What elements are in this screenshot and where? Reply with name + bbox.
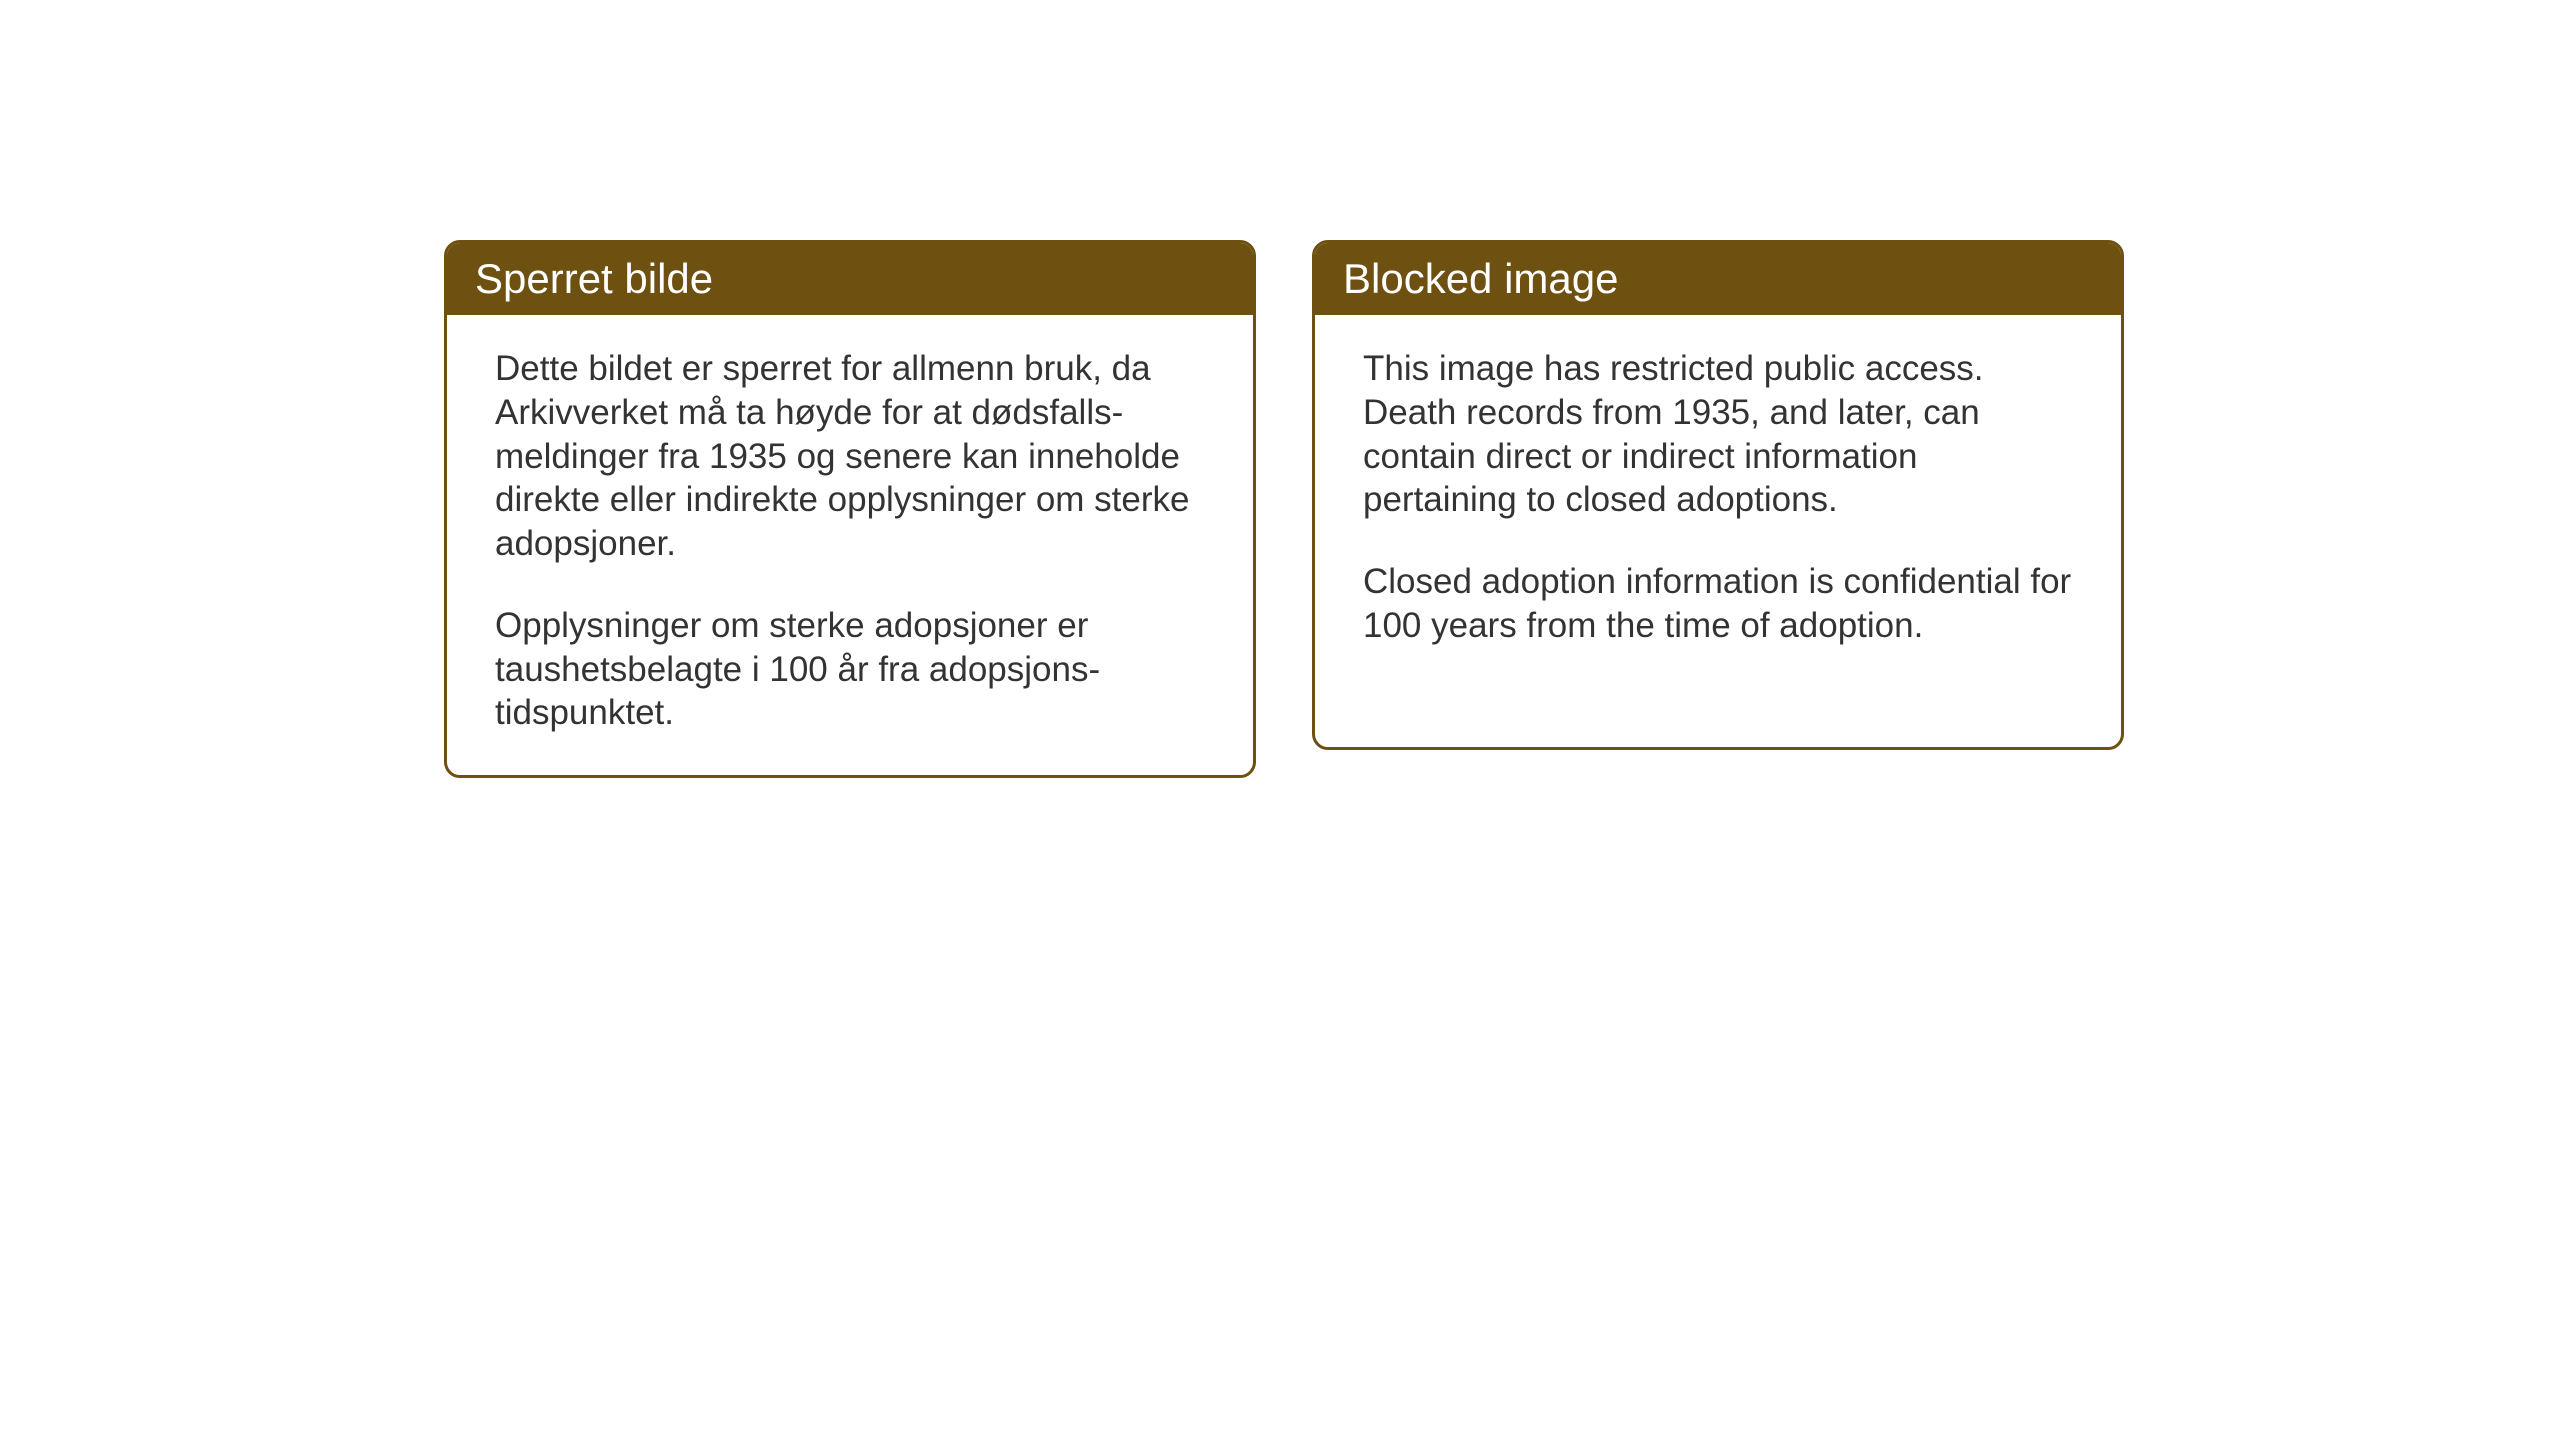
paragraph-norwegian-2: Opplysninger om sterke adopsjoner er tau… (495, 604, 1205, 735)
card-norwegian: Sperret bilde Dette bildet er sperret fo… (444, 240, 1256, 778)
paragraph-norwegian-1: Dette bildet er sperret for allmenn bruk… (495, 347, 1205, 566)
paragraph-english-2: Closed adoption information is confident… (1363, 560, 2073, 648)
paragraph-english-1: This image has restricted public access.… (1363, 347, 2073, 522)
card-body-norwegian: Dette bildet er sperret for allmenn bruk… (447, 315, 1253, 775)
card-header-norwegian: Sperret bilde (447, 243, 1253, 315)
card-header-english: Blocked image (1315, 243, 2121, 315)
card-english: Blocked image This image has restricted … (1312, 240, 2124, 750)
card-body-english: This image has restricted public access.… (1315, 315, 2121, 688)
cards-container: Sperret bilde Dette bildet er sperret fo… (444, 240, 2124, 778)
